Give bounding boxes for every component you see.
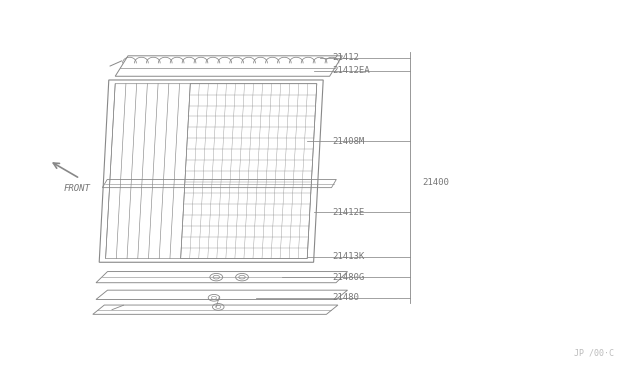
Text: 21412EA: 21412EA	[333, 66, 371, 75]
Text: 21412E: 21412E	[333, 208, 365, 217]
Text: 21408M: 21408M	[333, 137, 365, 146]
Text: 21480G: 21480G	[333, 273, 365, 282]
Text: JP /00·C: JP /00·C	[575, 349, 614, 358]
Text: FRONT: FRONT	[63, 184, 90, 193]
Text: 21413K: 21413K	[333, 252, 365, 261]
Text: 21400: 21400	[422, 178, 449, 187]
Text: 21412: 21412	[333, 53, 360, 62]
Text: 21480: 21480	[333, 293, 360, 302]
